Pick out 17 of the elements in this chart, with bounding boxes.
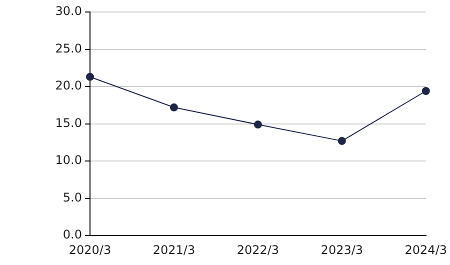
x-tick-label: 2021/3 bbox=[152, 242, 196, 257]
point bbox=[338, 136, 346, 145]
x-tick-label: 2023/3 bbox=[320, 242, 364, 257]
y-tick-label: 30.0 bbox=[55, 4, 82, 18]
y-tick-label: 15.0 bbox=[55, 116, 82, 130]
point bbox=[254, 120, 262, 129]
point bbox=[422, 87, 430, 96]
x-tick-label: 2024/3 bbox=[404, 242, 447, 257]
y-tick-label: 25.0 bbox=[55, 41, 82, 56]
y-tick-label: 20.0 bbox=[55, 78, 82, 93]
y-tick-label: 0.0 bbox=[62, 228, 82, 242]
y-tick-label: 5.0 bbox=[62, 190, 82, 204]
point bbox=[170, 103, 178, 112]
point bbox=[86, 72, 94, 81]
x-tick-label: 2020/3 bbox=[68, 242, 112, 257]
x-tick-label: 2022/3 bbox=[236, 242, 280, 257]
y-tick-label: 10.0 bbox=[55, 153, 82, 168]
